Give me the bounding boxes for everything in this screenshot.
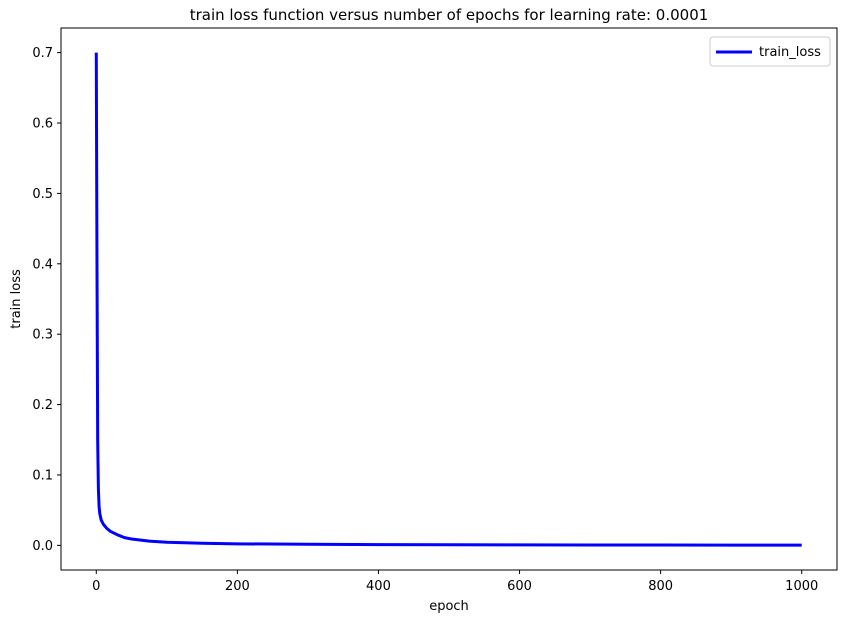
legend: train_loss [709, 36, 831, 67]
x-tick-label: 1000 [785, 579, 818, 594]
y-tick-label: 0.4 [32, 257, 53, 272]
x-tick-label: 400 [366, 579, 391, 594]
x-tick-label: 600 [507, 579, 532, 594]
y-axis-label: train loss [9, 269, 24, 329]
y-tick-label: 0.5 [32, 187, 53, 202]
y-tick-label: 0.1 [32, 468, 53, 483]
x-tick-label: 0 [92, 579, 100, 594]
legend-label: train_loss [759, 45, 821, 60]
y-tick-label: 0.3 [32, 328, 53, 343]
y-tick-label: 0.0 [32, 539, 53, 554]
y-tick-label: 0.7 [32, 46, 53, 61]
y-tick-label: 0.2 [32, 398, 53, 413]
x-axis-ticks: 0 200 400 600 800 1000 [92, 570, 818, 594]
plot-area-frame [60, 27, 838, 571]
chart-title: train loss function versus number of epo… [190, 6, 709, 24]
x-tick-label: 800 [648, 579, 673, 594]
x-tick-label: 200 [225, 579, 250, 594]
train-loss-line [94, 52, 802, 547]
y-tick-label: 0.6 [32, 117, 53, 132]
legend-box [709, 36, 831, 67]
x-axis-label: epoch [429, 599, 469, 614]
y-axis-ticks: 0.0 0.1 0.2 0.3 0.4 0.5 0.6 0.7 [32, 46, 61, 554]
